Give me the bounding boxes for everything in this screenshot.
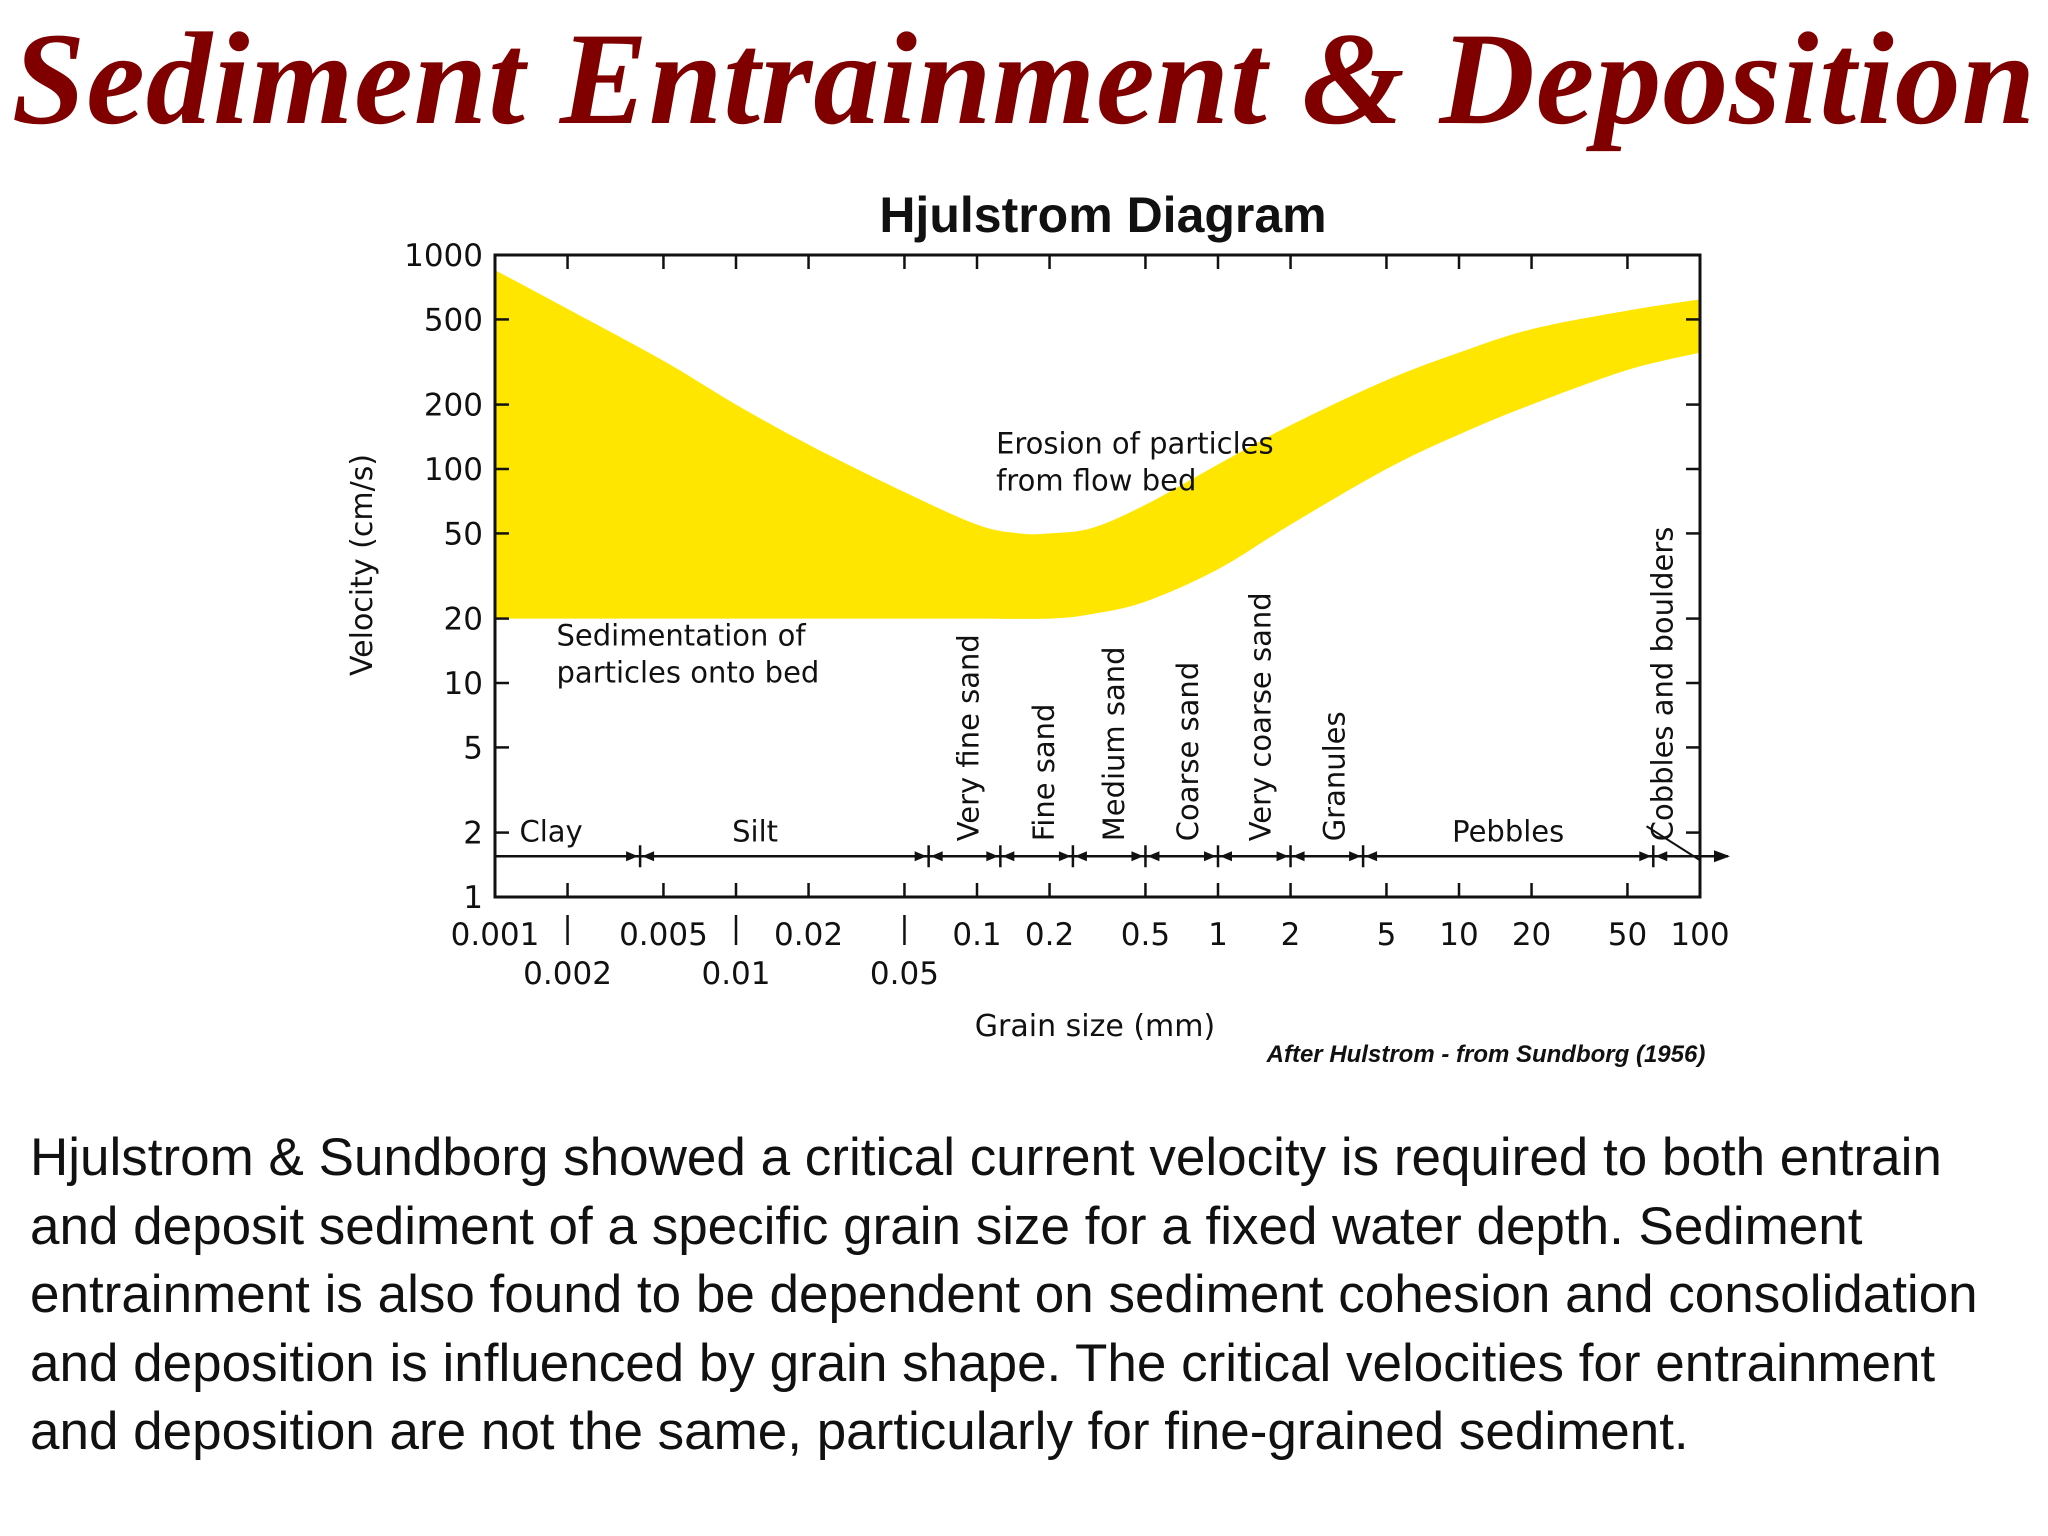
annotation-line: Sedimentation of xyxy=(557,618,807,652)
class-arrow-left xyxy=(1276,851,1289,862)
class-arrow-right xyxy=(642,851,655,862)
class-arrow-left xyxy=(1639,851,1652,862)
class-axis-arrowhead xyxy=(1714,850,1730,863)
grain-class-label: Clay xyxy=(519,814,582,848)
grain-class-label: Silt xyxy=(732,814,778,848)
y-tick-label: 200 xyxy=(424,388,483,424)
y-axis-label: Velocity (cm/s) xyxy=(345,454,380,676)
x-tick-label: 2 xyxy=(1281,917,1301,953)
class-arrow-right xyxy=(1292,851,1305,862)
x-tick-label: 20 xyxy=(1512,917,1551,953)
chart-axes xyxy=(493,253,1702,899)
x-tick-label: 0.1 xyxy=(952,917,1001,953)
class-arrow-right xyxy=(1655,851,1668,862)
annotation-line: Erosion of particles xyxy=(996,427,1274,461)
class-arrow-left xyxy=(626,851,639,862)
class-arrow-left xyxy=(1131,851,1144,862)
x-tick-label: 5 xyxy=(1377,917,1397,953)
plot-frame xyxy=(493,253,1702,899)
grain-size-classes: Clay Silt Pebbles Very fine sand Fine sand Me… xyxy=(495,527,1730,868)
y-tick-label: 1000 xyxy=(404,238,483,274)
erosion-label: Erosion of particles from flow bed xyxy=(996,427,1274,498)
class-arrow-right xyxy=(1074,851,1087,862)
class-arrow-left xyxy=(1058,851,1071,862)
x-tick-label: 0.2 xyxy=(1025,917,1074,953)
cobbles-slash xyxy=(1645,825,1701,862)
grain-class-label: Pebbles xyxy=(1452,814,1564,848)
velocity-bands xyxy=(495,270,1700,619)
class-arrow-left xyxy=(914,851,927,862)
grain-class-label: Fine sand xyxy=(1027,704,1061,842)
chart-credit: After Hulstrom - from Sundborg (1956) xyxy=(1266,1041,1706,1068)
erosion-deposition-band xyxy=(495,270,1700,619)
grain-class-label: Medium sand xyxy=(1097,646,1131,841)
y-tick-label: 5 xyxy=(463,730,483,766)
x-tick-label: 50 xyxy=(1608,917,1647,953)
y-tick-label: 500 xyxy=(424,302,483,338)
y-tick-label: 2 xyxy=(463,816,483,852)
grain-class-label: Very fine sand xyxy=(951,634,985,841)
x-tick-label: 0.01 xyxy=(701,956,770,992)
y-tick-label: 100 xyxy=(424,452,483,488)
x-tick-label: 0.05 xyxy=(870,956,939,992)
y-tick-label: 10 xyxy=(444,666,483,702)
x-tick-label: 0.002 xyxy=(523,956,612,992)
x-tick-label: 100 xyxy=(1670,917,1729,953)
x-tick-label: 0.02 xyxy=(774,917,843,953)
class-arrow-right xyxy=(930,851,943,862)
class-arrow-left xyxy=(986,851,999,862)
class-arrow-right xyxy=(1002,851,1015,862)
body-paragraph: Hjulstrom & Sundborg showed a critical c… xyxy=(30,1128,1978,1461)
y-axis-ticks: 1 2 5 10 20 50 100 200 500 1000 xyxy=(404,238,1700,916)
y-tick-label: 20 xyxy=(444,602,483,638)
class-arrow-left xyxy=(1204,851,1216,862)
class-arrow-left xyxy=(1349,851,1362,862)
x-tick-label: 1 xyxy=(1208,917,1228,953)
grain-class-label: Very coarse sand xyxy=(1243,592,1277,841)
grain-class-label: Granules xyxy=(1318,711,1352,841)
sedimentation-label: Sedimentation of particles onto bed xyxy=(557,618,820,689)
x-tick-label: 0.005 xyxy=(619,917,708,953)
x-axis-label: Grain size (mm) xyxy=(975,1009,1215,1044)
class-arrow-right xyxy=(1365,851,1378,862)
x-tick-label: 0.001 xyxy=(451,917,540,953)
y-tick-label: 50 xyxy=(444,516,483,552)
x-tick-label: 0.5 xyxy=(1121,917,1170,953)
class-arrow-right xyxy=(1220,851,1232,862)
chart-svg: Hjulstrom Diagram 1251020501002005001000… xyxy=(345,187,1730,1068)
hjulstrom-chart: Hjulstrom Diagram 1 2 5 10 20 50 100 200 500 1000… xyxy=(0,170,2048,1090)
grain-class-label: Cobbles and boulders xyxy=(1646,527,1680,842)
annotation-line: particles onto bed xyxy=(557,655,820,689)
x-tick-label: 10 xyxy=(1439,917,1478,953)
y-tick-label: 1 xyxy=(463,880,483,916)
grain-class-label: Coarse sand xyxy=(1171,662,1205,842)
slide-title: Sediment Entrainment & Deposition xyxy=(11,5,2037,152)
chart-title: Hjulstrom Diagram xyxy=(879,187,1326,243)
class-arrow-right xyxy=(1147,851,1160,862)
annotation-line: from flow bed xyxy=(996,464,1196,498)
chart-annotations: Erosion of particles from flow bed Sedimen… xyxy=(557,427,1274,690)
